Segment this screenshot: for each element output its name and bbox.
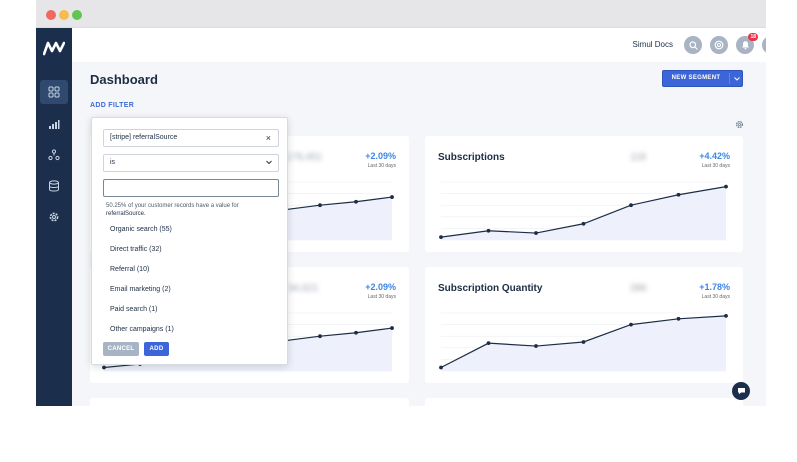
- series-area: [441, 186, 726, 240]
- sparkline-chart: [439, 312, 728, 372]
- card-value: 118: [630, 152, 646, 163]
- data-point[interactable]: [390, 326, 394, 330]
- option-item[interactable]: Organic search (55): [110, 226, 172, 233]
- data-point[interactable]: [581, 221, 586, 226]
- data-point[interactable]: [629, 203, 633, 208]
- profile-button[interactable]: [762, 36, 766, 54]
- data-point[interactable]: [102, 365, 106, 370]
- data-point[interactable]: [724, 184, 728, 189]
- attribute-value: [stripe] referralSource: [110, 134, 178, 141]
- metric-card-partial: [90, 398, 409, 408]
- option-item[interactable]: Referral (10): [110, 266, 150, 273]
- card-value: 286: [630, 283, 647, 294]
- data-point[interactable]: [534, 344, 538, 348]
- chat-bubble-icon: [737, 388, 745, 395]
- card-change: +1.78%: [699, 282, 730, 292]
- metric-card-subscriptions[interactable]: Subscriptions 118 +4.42% Last 30 days: [425, 136, 743, 252]
- operator-select[interactable]: is: [103, 154, 279, 172]
- search-button[interactable]: [684, 36, 702, 54]
- data-point[interactable]: [486, 228, 491, 233]
- page-title: Dashboard: [90, 72, 158, 87]
- sidebar-item-dashboard[interactable]: [40, 80, 68, 104]
- help-button[interactable]: [710, 36, 728, 54]
- new-segment-button[interactable]: NEW SEGMENT: [662, 70, 743, 87]
- minimize-window-button[interactable]: [59, 10, 69, 20]
- sidebar-item-segments[interactable]: [40, 143, 68, 167]
- button-divider: [729, 73, 730, 84]
- card-period: Last 30 days: [701, 294, 730, 300]
- sidebar-item-data[interactable]: [40, 174, 68, 198]
- card-period: Last 30 days: [367, 294, 396, 300]
- metric-card-partial: [425, 398, 743, 408]
- data-point[interactable]: [439, 235, 443, 239]
- data-point[interactable]: [629, 322, 633, 327]
- data-point[interactable]: [534, 231, 538, 235]
- attribute-select[interactable]: [stripe] referralSource ×: [103, 129, 279, 147]
- maximize-window-button[interactable]: [72, 10, 82, 20]
- workspace-name: Simul Docs: [632, 40, 673, 49]
- bell-icon: [741, 41, 749, 50]
- add-button[interactable]: ADD: [144, 342, 169, 356]
- card-change: +2.09%: [365, 151, 396, 161]
- bar-chart-icon: [49, 120, 60, 129]
- database-icon: [49, 180, 59, 192]
- top-bar: Simul Docs 18: [72, 28, 766, 62]
- new-segment-dropdown[interactable]: [730, 71, 743, 86]
- clear-attribute-icon[interactable]: ×: [265, 133, 271, 143]
- coverage-note-text: 50.25% of your customer records have a v…: [106, 203, 239, 209]
- option-item[interactable]: Paid search (1): [110, 306, 158, 313]
- data-point[interactable]: [439, 365, 443, 370]
- option-item[interactable]: Email marketing (2): [110, 286, 171, 293]
- card-period: Last 30 days: [367, 163, 396, 169]
- chevron-down-icon: [266, 160, 272, 165]
- chat-button[interactable]: [732, 382, 750, 400]
- sparkline-chart: [439, 181, 728, 241]
- card-change: +4.42%: [699, 151, 730, 161]
- search-icon: [688, 40, 698, 50]
- lifebuoy-icon: [714, 40, 724, 50]
- data-point[interactable]: [581, 340, 586, 344]
- data-point[interactable]: [676, 316, 681, 321]
- filter-popover: [stripe] referralSource × is 50.25% of y…: [91, 117, 288, 365]
- sidebar: [36, 28, 72, 406]
- notifications-button[interactable]: 18: [736, 33, 758, 54]
- people-icon: [48, 149, 60, 161]
- card-change: +2.09%: [365, 282, 396, 292]
- data-point[interactable]: [390, 195, 394, 199]
- card-period: Last 30 days: [701, 163, 730, 169]
- data-point[interactable]: [486, 341, 491, 346]
- card-value: 34,621: [288, 283, 319, 294]
- filter-value-input[interactable]: [103, 179, 279, 197]
- option-item[interactable]: Other campaigns (1): [110, 326, 174, 333]
- sidebar-item-reports[interactable]: [40, 112, 68, 136]
- data-point[interactable]: [318, 203, 322, 208]
- data-point[interactable]: [354, 330, 358, 335]
- data-point[interactable]: [676, 192, 681, 197]
- close-window-button[interactable]: [46, 10, 56, 20]
- data-point[interactable]: [724, 314, 728, 318]
- window-titlebar: [36, 0, 766, 28]
- card-value: 179,451: [286, 152, 323, 163]
- notification-badge: 18: [748, 33, 758, 41]
- card-title: Subscription Quantity: [438, 283, 543, 294]
- data-point[interactable]: [354, 199, 358, 204]
- new-segment-label: NEW SEGMENT: [671, 75, 721, 81]
- coverage-note: 50.25% of your customer records have a v…: [106, 202, 276, 218]
- card-title: Subscriptions: [438, 152, 505, 163]
- gear-icon: [49, 212, 59, 222]
- sidebar-item-settings[interactable]: [40, 205, 68, 229]
- cancel-button[interactable]: CANCEL: [103, 342, 139, 356]
- add-filter-link[interactable]: ADD FILTER: [90, 102, 135, 109]
- coverage-field: referralSource.: [106, 211, 146, 217]
- dashboard-settings-icon[interactable]: [735, 120, 744, 129]
- data-point[interactable]: [318, 334, 322, 339]
- operator-value: is: [110, 159, 116, 166]
- app-logo-icon: [43, 41, 65, 56]
- metric-card-subscription-quantity[interactable]: Subscription Quantity 286 +1.78% Last 30…: [425, 267, 743, 383]
- option-item[interactable]: Direct traffic (32): [110, 246, 162, 253]
- chevron-down-icon: [733, 76, 740, 81]
- grid-icon: [48, 86, 60, 98]
